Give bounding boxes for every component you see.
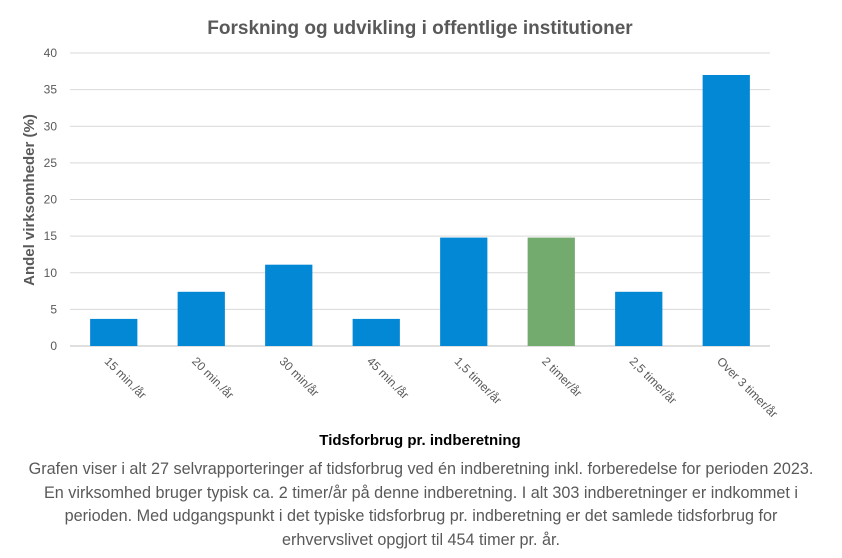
y-tick-label: 30 — [44, 119, 58, 133]
x-tick-label: 20 min./år — [189, 354, 237, 402]
bar-6 — [527, 237, 575, 346]
bar-2 — [177, 291, 225, 346]
gridlines — [70, 52, 770, 347]
bar-3 — [265, 264, 313, 346]
x-tick-label: 2 timer/år — [539, 354, 585, 400]
x-axis-label: Tidsforbrug pr. indberetning — [319, 432, 520, 449]
x-tick-label: 15 min./år — [102, 354, 150, 402]
x-tick-label: 30 min/år — [277, 354, 322, 399]
x-tick-label: Over 3 timer/år — [714, 354, 780, 420]
y-tick-label: 20 — [44, 193, 58, 207]
bar-chart: Forskning og udvikling i offentlige inst… — [21, 18, 781, 449]
y-tick-label: 0 — [50, 339, 57, 353]
bars — [90, 74, 750, 346]
y-axis-ticks: 0 5 10 15 20 25 30 35 40 — [44, 46, 58, 353]
bar-5 — [440, 237, 488, 346]
y-tick-label: 40 — [44, 46, 58, 60]
x-tick-label: 2,5 timer/år — [627, 354, 680, 407]
bar-8 — [702, 74, 750, 346]
bar-4 — [352, 318, 400, 346]
y-tick-label: 35 — [44, 83, 58, 97]
x-axis-ticks: 15 min./år 20 min./år 30 min/år 45 min./år 1… — [102, 354, 781, 420]
x-tick-label: 45 min./år — [364, 354, 412, 402]
y-axis-label: Andel virksomheder (%) — [21, 114, 38, 286]
x-tick-label: 1,5 timer/år — [452, 354, 505, 407]
bar-7 — [615, 291, 663, 346]
y-tick-label: 25 — [44, 156, 58, 170]
chart-caption: Grafen viser i alt 27 selvrapporteringer… — [28, 460, 814, 549]
bar-1 — [90, 318, 138, 346]
y-tick-label: 15 — [44, 229, 58, 243]
chart-title: Forskning og udvikling i offentlige inst… — [207, 18, 633, 39]
y-tick-label: 5 — [50, 302, 57, 316]
y-tick-label: 10 — [44, 266, 58, 280]
